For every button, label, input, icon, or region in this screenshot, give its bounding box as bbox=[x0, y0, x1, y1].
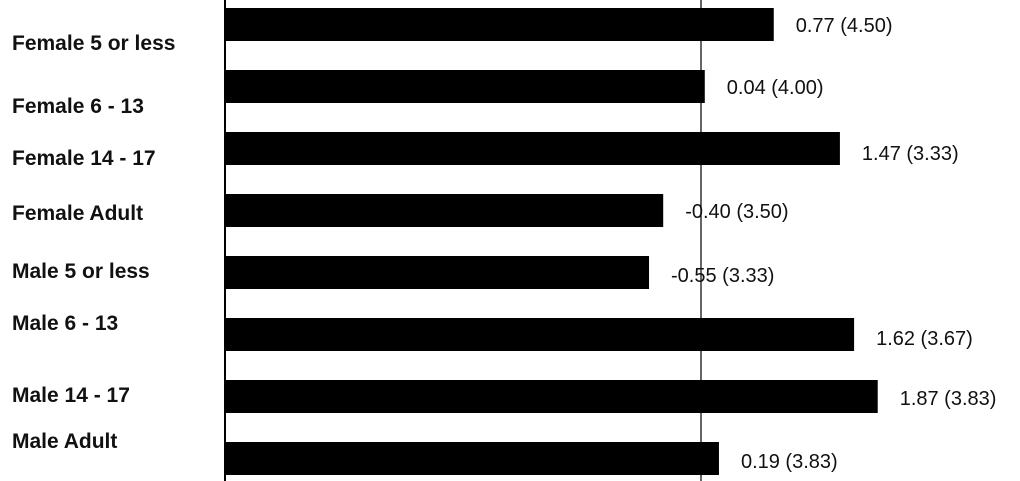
data-label: 0.19 (3.83) bbox=[741, 451, 838, 473]
category-label: Female Adult bbox=[12, 202, 143, 225]
category-label: Female 14 - 17 bbox=[12, 147, 156, 170]
category-label: Female 5 or less bbox=[12, 32, 175, 55]
bars bbox=[225, 8, 878, 475]
category-label: Male 6 - 13 bbox=[12, 312, 118, 335]
axes bbox=[224, 0, 702, 481]
data-label: 1.47 (3.33) bbox=[862, 143, 959, 165]
bar bbox=[225, 194, 664, 227]
bar bbox=[225, 132, 840, 165]
bar bbox=[225, 256, 650, 289]
bar bbox=[225, 8, 774, 41]
data-labels: 0.77 (4.50) 0.04 (4.00) 1.47 (3.33) -0.40 (… bbox=[671, 15, 996, 473]
data-label: 0.77 (4.50) bbox=[796, 15, 893, 37]
category-label: Male 5 or less bbox=[12, 260, 150, 283]
data-label: -0.55 (3.33) bbox=[671, 265, 774, 287]
bar bbox=[225, 442, 719, 475]
category-label: Male Adult bbox=[12, 430, 117, 453]
data-label: 1.62 (3.67) bbox=[876, 328, 973, 350]
bar bbox=[225, 318, 855, 351]
category-label: Male 14 - 17 bbox=[12, 384, 130, 407]
category-labels: Female 5 or less Female 6 - 13 Female 14 -… bbox=[12, 32, 175, 453]
data-label: 0.04 (4.00) bbox=[727, 77, 824, 99]
bar bbox=[225, 70, 705, 103]
category-label: Female 6 - 13 bbox=[12, 95, 144, 118]
data-label: 1.87 (3.83) bbox=[900, 388, 997, 410]
bar bbox=[225, 380, 878, 413]
data-label: -0.40 (3.50) bbox=[685, 201, 788, 223]
